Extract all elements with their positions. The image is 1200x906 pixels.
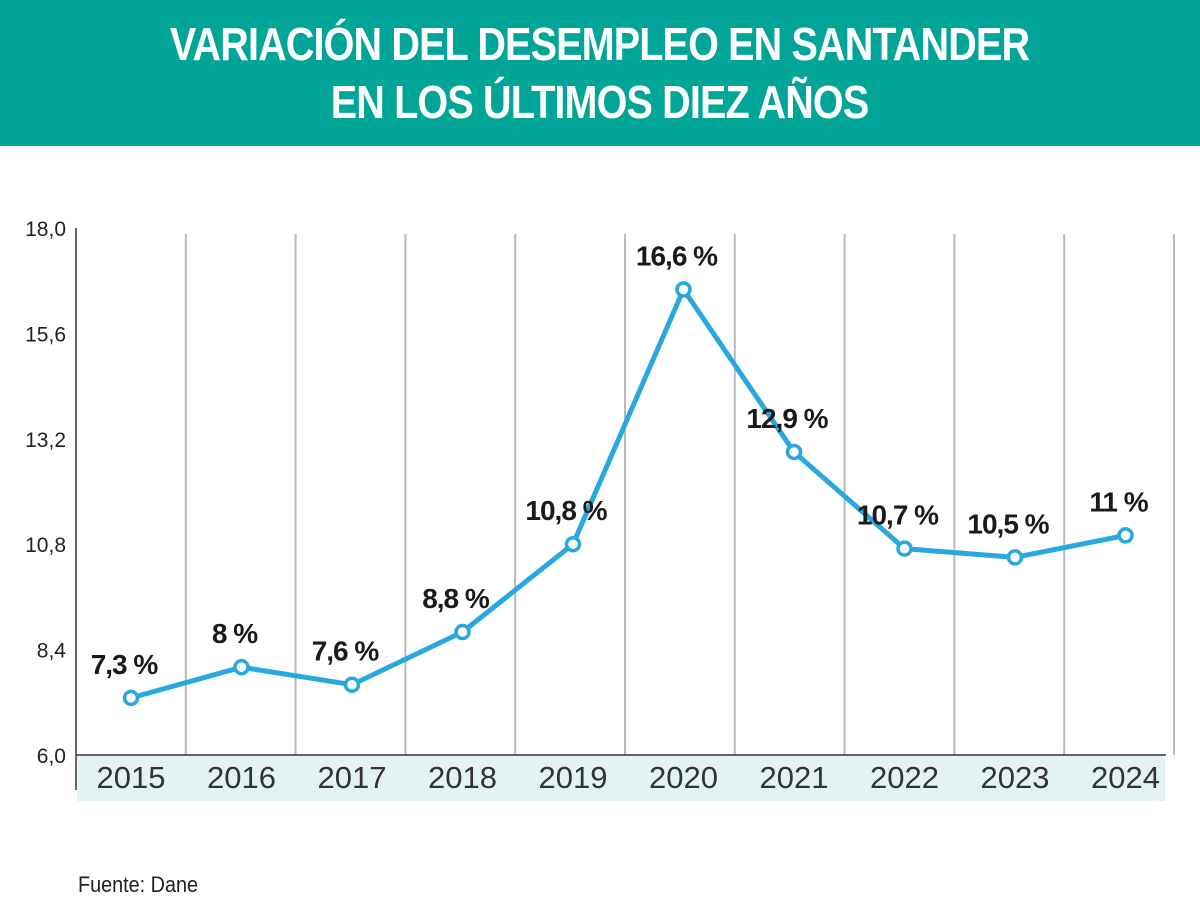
data-point [785,443,803,461]
x-tick-label: 2019 [539,760,608,795]
data-label: 8,8 % [422,583,490,614]
data-point [454,623,471,641]
data-point [233,658,250,676]
source-note: Fuente: Dane [78,872,198,897]
x-tick-label: 2017 [318,760,387,795]
data-point [122,689,140,707]
title-banner: VARIACIÓN DEL DESEMPLEO EN SANTANDER EN … [0,0,1200,146]
x-tick-label: 2018 [428,760,497,795]
data-point [343,676,361,693]
y-tick-label: 6,0 [37,745,66,768]
data-label: 10,8 % [525,495,607,526]
data-label: 8 % [212,618,258,649]
y-tick-label: 8,4 [37,640,67,663]
y-tick-label: 18,0 [25,218,66,241]
data-label: 7,6 % [312,636,380,667]
x-tick-label: 2020 [649,760,718,795]
y-tick-label: 15,6 [25,323,66,346]
chart-title-line-1: VARIACIÓN DEL DESEMPLEO EN SANTANDER [170,18,1030,70]
data-label: 7,3 % [91,649,159,680]
data-point [1006,549,1024,566]
x-tick-label: 2023 [981,760,1050,795]
x-tick-label: 2016 [207,760,276,795]
line-chart: 6,0 8,4 10,8 13,2 15,6 18,0 2015 2016 2017 2018 2… [25,218,1175,801]
x-axis-band [77,756,1165,801]
x-tick-label: 2015 [97,760,166,795]
y-tick-label: 13,2 [25,429,66,452]
data-point [564,535,582,553]
x-tick-label: 2024 [1091,760,1160,795]
data-label: 12,9 % [746,403,828,434]
data-point [896,540,913,557]
data-label: 16,6 % [636,240,718,271]
data-label: 10,5 % [967,508,1049,539]
data-label: 11 % [1089,486,1148,517]
series-line [128,287,1128,701]
data-point [1117,527,1134,544]
x-tick-label: 2022 [870,760,939,795]
y-tick-label: 10,8 [25,534,66,557]
chart-title-line-2: EN LOS ÚLTIMOS DIEZ AÑOS [331,76,869,128]
data-point [675,281,692,298]
x-tick-label: 2021 [760,760,829,795]
data-label: 10,7 % [857,500,939,531]
